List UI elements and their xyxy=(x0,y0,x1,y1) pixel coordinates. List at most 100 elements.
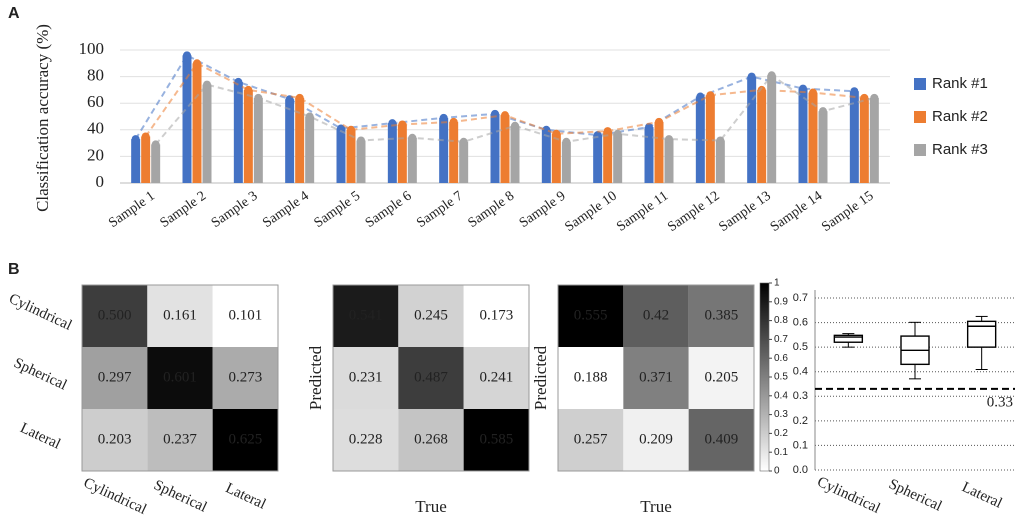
reference-label: 0.33 xyxy=(987,394,1013,410)
cell-label: 0.601 xyxy=(163,369,197,385)
bar xyxy=(603,131,613,183)
cell-label: 0.188 xyxy=(574,369,608,385)
bar xyxy=(541,129,551,183)
bar xyxy=(407,137,417,183)
bar xyxy=(253,97,263,183)
bar xyxy=(285,99,295,183)
bar xyxy=(705,95,715,183)
marker xyxy=(459,137,468,146)
y-tick-label: 0 xyxy=(96,172,105,191)
bar xyxy=(500,115,510,183)
colorbar-tick-label: 0 xyxy=(774,466,780,477)
marker xyxy=(347,125,355,134)
heatmap-border xyxy=(557,284,755,472)
x-tick-label: Sample 5 xyxy=(312,189,364,231)
cell-label: 0.237 xyxy=(163,431,197,447)
marker xyxy=(665,135,673,144)
bar xyxy=(182,55,192,183)
heatmap-cell xyxy=(463,409,529,471)
x-tick-label: Sample 9 xyxy=(517,189,569,231)
cell-label: 0.500 xyxy=(98,307,132,323)
marker xyxy=(131,135,140,144)
marker xyxy=(439,113,448,122)
cell-label: 0.231 xyxy=(349,369,383,385)
y-tick-label: 80 xyxy=(87,66,104,85)
marker xyxy=(357,136,365,145)
cell-label: 0.205 xyxy=(704,369,738,385)
heatmap-border xyxy=(332,284,530,472)
bar xyxy=(449,121,459,183)
x-axis-label: True xyxy=(640,497,672,516)
legend-label: Rank #3 xyxy=(932,141,988,158)
marker xyxy=(562,137,571,146)
cell-label: 0.585 xyxy=(479,431,513,447)
bar xyxy=(695,96,705,183)
bar xyxy=(849,91,859,183)
y-tick-label: 20 xyxy=(87,145,104,164)
colorbar-tick-label: 0.1 xyxy=(774,447,788,458)
x-tick-label: Sample 6 xyxy=(363,189,415,231)
marker xyxy=(398,120,407,129)
x-tick-label: Cylindrical xyxy=(81,475,149,518)
x-tick-label: Sample 1 xyxy=(106,189,158,231)
bar xyxy=(818,111,828,183)
bar xyxy=(151,144,161,183)
heatmap-cell xyxy=(688,347,754,409)
heatmap-border xyxy=(81,284,279,472)
x-tick-label: Sample 15 xyxy=(819,189,876,235)
bar xyxy=(192,63,202,183)
cell-label: 0.241 xyxy=(479,369,513,385)
heatmap-cell xyxy=(398,409,464,471)
bar xyxy=(202,84,212,183)
bar xyxy=(747,76,757,183)
colorbar-tick-label: 0.4 xyxy=(774,390,788,401)
heatmap-cell xyxy=(463,347,529,409)
colorbar-tick-label: 0.2 xyxy=(774,428,788,439)
box xyxy=(966,320,997,348)
colorbar-tick-label: 0.8 xyxy=(774,315,788,326)
marker xyxy=(603,127,612,136)
heatmap-cell xyxy=(147,347,213,409)
marker xyxy=(511,121,519,130)
x-tick-label: Lateral xyxy=(959,479,1004,511)
legend-label: Rank #2 xyxy=(932,108,988,125)
marker xyxy=(203,80,211,89)
x-axis-label: True xyxy=(415,497,447,516)
heatmap-cell xyxy=(558,409,624,471)
marker xyxy=(337,124,345,133)
x-tick-label: Sample 11 xyxy=(614,189,671,235)
heatmap-cell xyxy=(623,409,689,471)
heatmap-cell xyxy=(82,285,148,347)
bar xyxy=(808,92,818,183)
cell-label: 0.555 xyxy=(574,307,608,323)
bar xyxy=(295,97,305,183)
marker xyxy=(850,87,859,96)
legend-swatch xyxy=(914,111,926,123)
panel-label: B xyxy=(8,261,20,278)
bar xyxy=(510,125,520,183)
colorbar-tick-label: 0.7 xyxy=(774,334,788,345)
marker xyxy=(151,140,160,149)
bar xyxy=(459,141,469,183)
bar xyxy=(336,128,346,183)
x-tick-label: Sample 3 xyxy=(209,189,261,231)
marker xyxy=(193,59,201,68)
bar xyxy=(387,123,397,183)
cell-label: 0.385 xyxy=(704,307,738,323)
bar xyxy=(859,97,869,183)
cell-label: 0.42 xyxy=(643,307,669,323)
y-tick-label: Cylindrical xyxy=(6,291,74,334)
bar xyxy=(490,113,500,183)
y-tick-label: 0.2 xyxy=(793,415,808,427)
bar xyxy=(346,129,356,183)
heatmap-cell xyxy=(688,285,754,347)
y-tick-label: 0.3 xyxy=(793,390,808,402)
marker xyxy=(449,117,458,126)
heatmap-cell xyxy=(82,409,148,471)
marker xyxy=(655,117,663,126)
marker xyxy=(254,93,263,102)
x-tick-label: Spherical xyxy=(886,476,944,514)
y-axis-label: Predicted xyxy=(531,345,550,410)
y-tick-label: 0.5 xyxy=(793,341,808,353)
